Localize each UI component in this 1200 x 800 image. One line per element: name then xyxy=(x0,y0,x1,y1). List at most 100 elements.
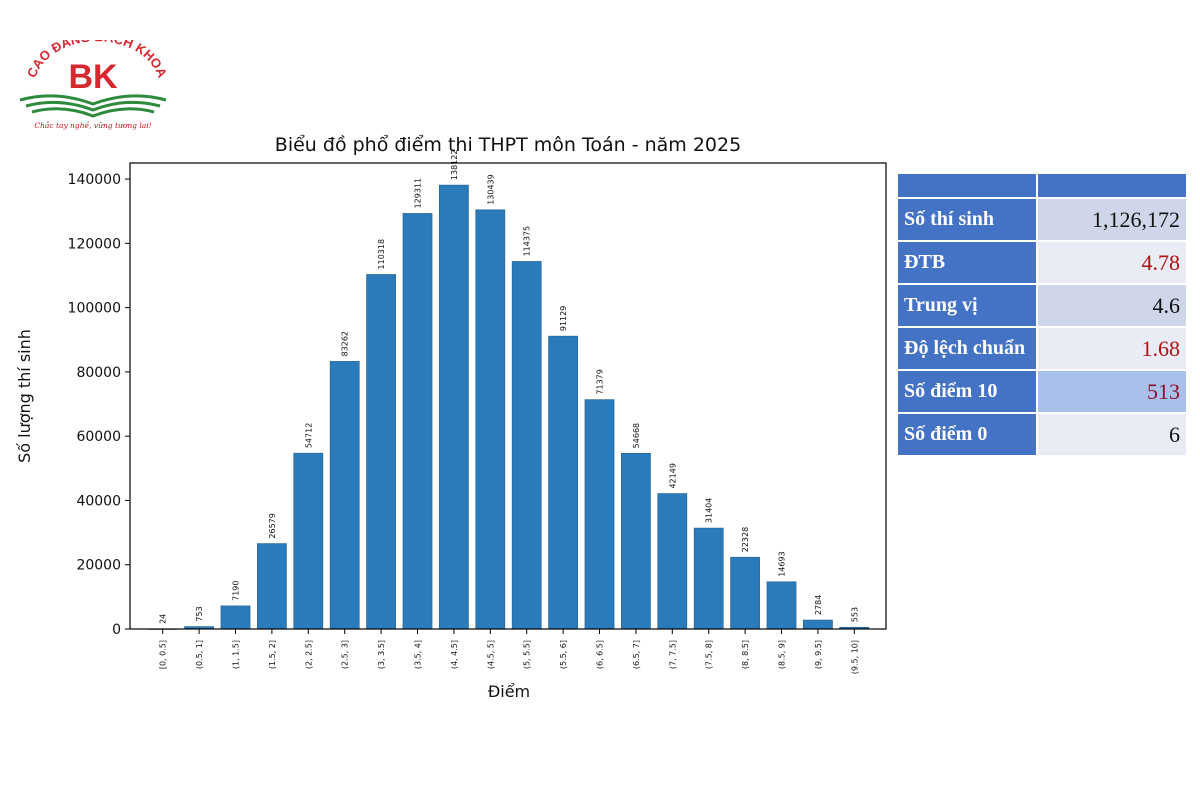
x-tick-label: (6, 6.5] xyxy=(596,640,605,669)
bar-value-label: 54712 xyxy=(304,423,313,448)
bar-value-label: 114375 xyxy=(523,226,532,257)
x-tick-label: (9.5, 10] xyxy=(850,640,859,674)
bar-value-label: 54668 xyxy=(632,423,641,448)
logo-letters: BK xyxy=(68,58,118,96)
bar-value-label: 553 xyxy=(850,607,859,622)
stats-table: Số thí sinh 1,126,172 ĐTB 4.78 Trung vị … xyxy=(895,172,1188,457)
x-tick-label: (9, 9.5] xyxy=(814,640,823,669)
stats-label: Số thí sinh xyxy=(895,197,1039,242)
chart-title: Biểu đồ phổ điểm thi THPT môn Toán - năm… xyxy=(274,134,742,156)
bar xyxy=(766,581,797,630)
x-tick-labels-group: [0, 0.5] (0.5, 1] (1, 1.5] (1.5, 2] (2, 2.5]… xyxy=(159,629,859,674)
bar xyxy=(803,619,833,630)
stats-value: 1.68 xyxy=(1036,326,1188,371)
stats-label: Độ lệch chuẩn xyxy=(895,326,1039,371)
bar-value-label: 130439 xyxy=(486,174,495,205)
x-tick-label: (3.5, 4] xyxy=(414,640,423,669)
bar-value-label: 22328 xyxy=(741,527,750,552)
bar-value-label: 2784 xyxy=(814,595,823,615)
bar-value-label: 7190 xyxy=(232,581,241,601)
bar xyxy=(329,361,360,630)
bar xyxy=(475,209,506,630)
y-tick-label: 140000 xyxy=(68,172,121,188)
stats-label: ĐTB xyxy=(895,240,1039,285)
bar-value-label: 129311 xyxy=(414,178,423,209)
stats-header-row xyxy=(895,172,1188,199)
bar xyxy=(220,605,251,630)
logo: CAO ĐẲNG BÁCH KHOA BK Chắc tay nghề, vữn… xyxy=(14,40,172,135)
logo-mark: CAO ĐẲNG BÁCH KHOA BK xyxy=(19,40,170,118)
x-tick-label: (2, 2.5] xyxy=(304,640,313,669)
bar-value-label: 24 xyxy=(159,614,168,624)
stats-row: Số điểm 10 513 xyxy=(895,369,1188,414)
bar xyxy=(511,261,542,630)
stats-row: Độ lệch chuẩn 1.68 xyxy=(895,326,1188,371)
stats-value: 4.6 xyxy=(1036,283,1188,328)
x-tick-label: (3, 3.5] xyxy=(377,640,386,669)
y-tick-label: 0 xyxy=(112,622,121,638)
bar xyxy=(730,556,760,630)
bar xyxy=(366,274,396,630)
stats-label: Số điểm 10 xyxy=(895,369,1039,414)
logo-slogan: Chắc tay nghề, vững tương lai! xyxy=(34,121,152,130)
x-tick-label: (0.5, 1] xyxy=(195,640,204,669)
stats-label: Số điểm 0 xyxy=(895,412,1039,457)
x-tick-label: (1, 1.5] xyxy=(232,640,241,669)
book-icon xyxy=(19,94,167,118)
bar-value-label: 110318 xyxy=(377,239,386,270)
stats-row: Trung vị 4.6 xyxy=(895,283,1188,328)
bar-value-label: 71379 xyxy=(596,369,605,394)
y-tick-label: 60000 xyxy=(76,429,121,445)
plot-frame xyxy=(129,162,887,630)
y-axis-label: Số lượng thí sinh xyxy=(15,329,34,463)
y-tick-label: 120000 xyxy=(68,236,121,252)
y-tick-label: 20000 xyxy=(76,558,121,574)
x-tick-label: (7.5, 8] xyxy=(705,640,714,669)
stats-value: 1,126,172 xyxy=(1036,197,1188,242)
bar xyxy=(548,335,578,630)
bar-value-label: 26579 xyxy=(268,513,277,538)
x-tick-label: (5, 5.5] xyxy=(523,640,532,669)
x-axis-label: Điểm xyxy=(488,682,530,701)
x-tick-label: (8, 8.5] xyxy=(741,640,750,669)
bar xyxy=(657,493,688,630)
stats-header-cell xyxy=(895,172,1039,199)
x-tick-label: (2.5, 3] xyxy=(341,640,350,669)
y-tick-label: 80000 xyxy=(76,365,121,381)
stats-value: 513 xyxy=(1036,369,1188,414)
bar xyxy=(257,543,287,630)
stats-header-cell xyxy=(1036,172,1188,199)
bar xyxy=(693,527,724,630)
stats-row: Số điểm 0 6 xyxy=(895,412,1188,457)
bar xyxy=(402,213,433,630)
stats-row: ĐTB 4.78 xyxy=(895,240,1188,285)
stats-value: 4.78 xyxy=(1036,240,1188,285)
bar-value-label: 42149 xyxy=(668,463,677,488)
stats-label: Trung vị xyxy=(895,283,1039,328)
x-tick-label: (4, 4.5] xyxy=(450,640,459,669)
x-tick-label: (8.5, 9] xyxy=(778,640,787,669)
bar-value-label: 31404 xyxy=(705,498,714,523)
x-tick-label: [0, 0.5] xyxy=(159,640,168,669)
bar-value-label: 83262 xyxy=(341,331,350,356)
x-tick-label: (6.5, 7] xyxy=(632,640,641,669)
bar xyxy=(621,453,651,630)
x-tick-label: (5.5, 6] xyxy=(559,640,568,669)
y-ticks-group: 0 20000 40000 60000 80000 100000 120000 140000 xyxy=(68,172,130,638)
bar xyxy=(584,399,615,630)
stats-value: 6 xyxy=(1036,412,1188,457)
x-tick-label: (7, 7.5] xyxy=(668,640,677,669)
x-tick-label: (4.5, 5] xyxy=(486,640,495,669)
y-tick-label: 40000 xyxy=(76,493,121,509)
bar xyxy=(293,452,324,630)
bar-value-label: 753 xyxy=(195,606,204,621)
bars-group: 24 753 7190 26579 54712 83262 110318 129311 1381… xyxy=(147,150,870,630)
bar-value-label: 14693 xyxy=(778,551,787,576)
bar-value-label: 91129 xyxy=(559,306,568,331)
bar xyxy=(439,184,469,630)
stats-row: Số thí sinh 1,126,172 xyxy=(895,197,1188,242)
x-tick-label: (1.5, 2] xyxy=(268,640,277,669)
y-tick-label: 100000 xyxy=(68,301,121,317)
bar-value-label: 138122 xyxy=(450,150,459,181)
